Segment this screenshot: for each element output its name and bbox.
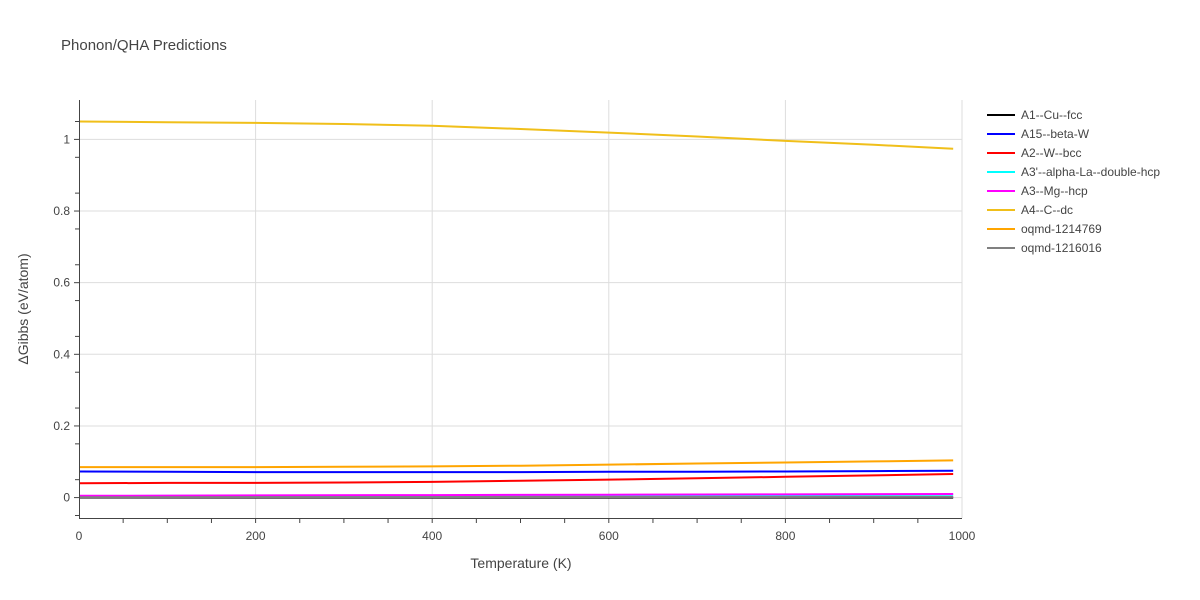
y-tick-label: 0.4 <box>53 347 70 361</box>
x-axis-title: Temperature (K) <box>470 555 571 571</box>
gridlines <box>79 100 963 518</box>
x-tick-label: 600 <box>599 529 619 543</box>
legend-label: A2--W--bcc <box>1021 146 1081 160</box>
x-tick-label: 200 <box>246 529 266 543</box>
legend-label: A3--Mg--hcp <box>1021 184 1088 198</box>
legend-label: A3'--alpha-La--double-hcp <box>1021 165 1160 179</box>
legend: A1--Cu--fcc A15--beta-W A2--W--bcc A3'--alp… <box>987 108 1160 255</box>
legend-label: A1--Cu--fcc <box>1021 108 1082 122</box>
y-tick-label: 0.2 <box>53 419 70 433</box>
y-tick-label: 0.8 <box>53 204 70 218</box>
chart-title: Phonon/QHA Predictions <box>61 37 227 54</box>
series-line-1 <box>78 469 954 474</box>
x-tick-label: 800 <box>775 529 795 543</box>
x-tick-label: 0 <box>76 529 83 543</box>
y-tick-label: 0.6 <box>53 276 70 290</box>
y-ticks: 0 0.2 0.4 0.6 0.8 1 <box>53 120 79 516</box>
legend-label: oqmd-1216016 <box>1021 241 1102 255</box>
x-ticks: 0 200 400 600 800 1000 <box>76 518 976 543</box>
series-line-6 <box>79 459 954 469</box>
series-line-5 <box>78 120 954 150</box>
y-tick-label: 1 <box>63 132 70 146</box>
legend-label: A15--beta-W <box>1021 127 1090 141</box>
legend-label: oqmd-1214769 <box>1021 222 1102 236</box>
x-tick-label: 1000 <box>949 529 976 543</box>
series-layer <box>78 120 954 499</box>
series-line-2 <box>78 472 954 485</box>
y-axis-title: ΔGibbs (eV/atom) <box>15 253 31 364</box>
x-tick-label: 400 <box>422 529 442 543</box>
legend-label: A4--C--dc <box>1021 203 1073 217</box>
y-tick-label: 0 <box>63 491 70 505</box>
series-line-4 <box>78 493 954 497</box>
axes <box>79 100 962 519</box>
